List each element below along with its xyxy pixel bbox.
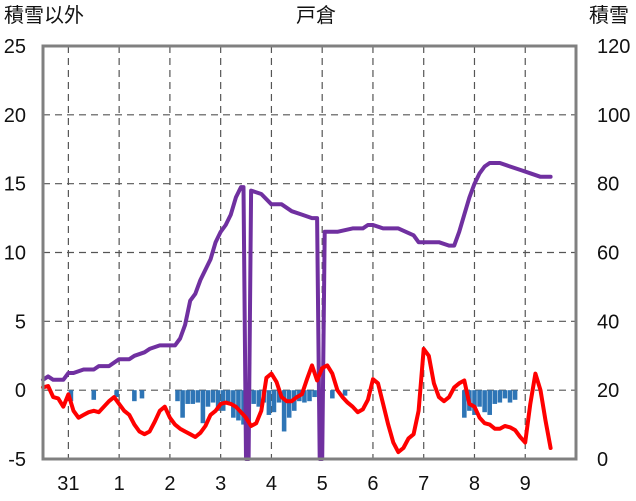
precipitation-bar bbox=[185, 390, 190, 404]
temperature-line bbox=[41, 346, 553, 455]
precipitation-bar bbox=[302, 390, 307, 403]
precipitation-bar bbox=[502, 390, 508, 399]
precipitation-bar bbox=[139, 390, 145, 399]
x-tick-label: 8 bbox=[469, 473, 480, 495]
precipitation-bar bbox=[200, 390, 206, 424]
precipitation-bar bbox=[205, 390, 211, 407]
left-tick-label: 10 bbox=[4, 243, 26, 265]
precipitation-bar bbox=[175, 390, 180, 402]
precipitation-bar bbox=[210, 390, 216, 403]
precipitation-bar bbox=[190, 390, 196, 404]
right-tick-label: 0 bbox=[597, 449, 608, 471]
precipitation-bar bbox=[512, 390, 518, 400]
snow-depth-line bbox=[41, 161, 553, 461]
precipitation-bar bbox=[195, 390, 201, 403]
precipitation-bar bbox=[462, 390, 467, 418]
precipitation-bar bbox=[507, 390, 513, 403]
x-tick-label: 2 bbox=[164, 473, 175, 495]
right-tick-label: 20 bbox=[597, 380, 619, 402]
left-axis-ticks: 25 20 15 10 5 0 -5 bbox=[4, 36, 26, 471]
x-tick-label: 6 bbox=[367, 473, 378, 495]
right-tick-label: 120 bbox=[597, 36, 630, 58]
left-tick-label: -5 bbox=[8, 449, 26, 471]
precipitation-bar bbox=[271, 390, 277, 413]
precipitation-bar bbox=[241, 390, 246, 425]
x-tick-label: 4 bbox=[266, 473, 277, 495]
precipitation-bar bbox=[266, 390, 272, 415]
precipitation-bar bbox=[68, 390, 74, 402]
precipitation-bar bbox=[487, 390, 492, 415]
left-tick-label: 0 bbox=[15, 380, 26, 402]
left-tick-label: 5 bbox=[15, 311, 26, 333]
x-tick-label: 5 bbox=[317, 473, 328, 495]
x-tick-label: 1 bbox=[114, 473, 125, 495]
precipitation-bar bbox=[281, 390, 287, 432]
x-axis-ticks: 31 1 2 3 4 5 6 7 8 9 bbox=[57, 473, 531, 495]
precipitation-bar bbox=[307, 390, 312, 402]
precipitation-bar bbox=[492, 390, 498, 404]
right-axis-label: 積雪 bbox=[589, 4, 629, 27]
precipitation-bar bbox=[220, 390, 226, 411]
precipitation-bar bbox=[91, 390, 97, 400]
left-tick-label: 25 bbox=[4, 36, 26, 58]
precipitation-bar bbox=[482, 390, 487, 413]
right-tick-label: 80 bbox=[597, 174, 619, 196]
right-tick-label: 60 bbox=[597, 243, 619, 265]
precipitation-bar bbox=[236, 390, 241, 421]
precipitation-bar bbox=[497, 390, 503, 403]
left-tick-label: 15 bbox=[4, 174, 26, 196]
precipitation-bar bbox=[225, 390, 231, 403]
precipitation-bar bbox=[215, 390, 221, 411]
x-tick-label: 9 bbox=[520, 473, 531, 495]
precipitation-bar bbox=[132, 390, 137, 402]
right-axis-ticks: 120 100 80 60 40 20 0 bbox=[597, 36, 630, 471]
precipitation-bar bbox=[312, 390, 317, 398]
precipitation-bar bbox=[114, 390, 119, 398]
plot-frame bbox=[41, 44, 578, 461]
left-tick-label: 20 bbox=[4, 105, 26, 127]
precipitation-bar bbox=[330, 390, 335, 399]
precipitation-bar bbox=[276, 390, 282, 403]
x-tick-label: 3 bbox=[215, 473, 226, 495]
left-axis-label: 積雪以外 bbox=[4, 4, 84, 27]
precipitation-bar bbox=[180, 390, 185, 418]
precipitation-bar bbox=[256, 390, 262, 407]
precipitation-bar bbox=[477, 390, 482, 407]
x-tick-label: 7 bbox=[418, 473, 429, 495]
right-tick-label: 100 bbox=[597, 105, 630, 127]
chart-title: 戸倉 bbox=[296, 4, 336, 27]
precipitation-bar bbox=[472, 390, 477, 415]
series-lines bbox=[41, 161, 553, 461]
precipitation-bar bbox=[342, 390, 348, 396]
precipitation-bar bbox=[286, 390, 292, 418]
x-tick-label: 31 bbox=[57, 473, 79, 495]
right-tick-label: 40 bbox=[597, 311, 619, 333]
precipitation-bar bbox=[251, 390, 256, 404]
